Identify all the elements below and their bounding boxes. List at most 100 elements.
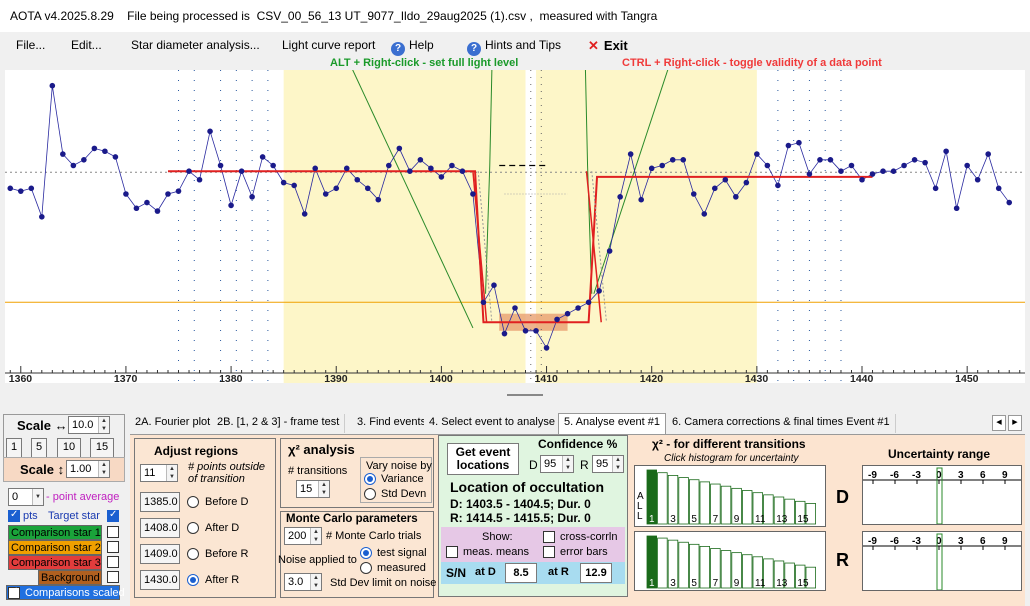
- tab-scroll-left-icon[interactable]: ◀: [992, 415, 1006, 431]
- hints-label: Hints and Tips: [485, 38, 562, 52]
- tab-camera-corrections[interactable]: 6. Camera corrections & final times Even…: [667, 414, 896, 433]
- data-point: [49, 82, 56, 89]
- data-point: [659, 162, 666, 169]
- uncertainty-r-plot[interactable]: -9 -6 -3 0 3 6 9: [862, 531, 1022, 591]
- after-d-value[interactable]: 1408.0: [140, 518, 180, 538]
- scale-button-10[interactable]: 10: [57, 438, 81, 458]
- scale-button-15[interactable]: 15: [90, 438, 114, 458]
- cross-corr-checkbox[interactable]: [543, 531, 555, 543]
- confidence-d-input[interactable]: 95 ▲ ▼: [540, 455, 574, 473]
- spin-arrows-icon[interactable]: ▲ ▼: [318, 481, 329, 497]
- std-dev-limit-label: Std Dev limit on noise: [330, 577, 437, 589]
- show-label: Show:: [482, 531, 513, 543]
- menu-hints[interactable]: ? Hints and Tips: [467, 38, 561, 56]
- point-average-select[interactable]: 0 ▼: [8, 488, 44, 506]
- side-l1: L: [637, 501, 643, 512]
- tab-analyse-event[interactable]: 5. Analyse event #1: [558, 413, 667, 434]
- chi-bar-label: 9: [734, 514, 740, 525]
- chi-histogram-r-svg[interactable]: 1 3 5 7 9 11 13 15: [635, 532, 825, 590]
- before-d-radio[interactable]: [187, 496, 199, 508]
- tab-scroll-right-icon[interactable]: ▶: [1008, 415, 1022, 431]
- comparison-star-1-checkbox[interactable]: [107, 526, 119, 538]
- scale-v-value: 1.00: [70, 463, 92, 475]
- data-point: [638, 196, 644, 203]
- std-devn-radio[interactable]: [364, 488, 376, 500]
- points-outside-label: # points outside of transition: [188, 461, 266, 485]
- data-point: [133, 205, 140, 212]
- menu-exit[interactable]: ✕ Exit: [588, 38, 628, 54]
- confidence-d-value: 95: [544, 458, 557, 470]
- measured-radio[interactable]: [360, 562, 372, 574]
- after-r-radio[interactable]: [187, 574, 199, 586]
- before-d-value[interactable]: 1385.0: [140, 492, 180, 512]
- uncertainty-tick-label: 9: [1002, 536, 1008, 547]
- plot-scrollbar[interactable]: [5, 386, 1025, 396]
- before-r-value[interactable]: 1409.0: [140, 544, 180, 564]
- tab-find-events[interactable]: 3. Find events: [352, 414, 433, 433]
- after-d-radio[interactable]: [187, 522, 199, 534]
- scale-v-label: Scale ↕: [20, 462, 65, 477]
- edge-band: [472, 171, 488, 323]
- spin-arrows-icon[interactable]: ▲ ▼: [612, 456, 623, 472]
- comparison-star-3-checkbox[interactable]: [107, 556, 119, 568]
- spin-arrows-icon[interactable]: ▲ ▼: [562, 456, 573, 472]
- scale-v-input[interactable]: 1.00 ▲ ▼: [66, 460, 110, 478]
- data-point: [764, 162, 771, 169]
- confidence-r-input[interactable]: 95 ▲ ▼: [592, 455, 624, 473]
- chevron-down-icon[interactable]: ▼: [32, 489, 43, 505]
- data-point: [743, 179, 750, 186]
- chi-bar: [773, 496, 785, 525]
- monte-carlo-trials-input[interactable]: 200 ▲ ▼: [284, 527, 322, 545]
- menu-star-diameter[interactable]: Star diameter analysis...: [131, 38, 260, 52]
- chi-histogram-d-svg[interactable]: 1 3 5 7 9 11 13 15: [635, 466, 825, 526]
- uncertainty-d-plot[interactable]: -9 -6 -3 0 3 6 9: [862, 465, 1022, 525]
- scroll-thumb[interactable]: [507, 394, 543, 396]
- transitions-input[interactable]: 15 ▲ ▼: [296, 480, 330, 498]
- chi-bar: [731, 552, 742, 589]
- scale-button-1[interactable]: 1: [6, 438, 22, 458]
- tab-fourier-plot[interactable]: 2A. Fourier plot: [130, 414, 217, 433]
- chi-bar: [678, 477, 689, 525]
- data-point: [922, 159, 928, 166]
- data-point: [322, 191, 329, 197]
- target-star-checkbox[interactable]: [107, 509, 119, 522]
- std-dev-limit-input[interactable]: 3.0 ▲ ▼: [284, 573, 322, 591]
- comparisons-scaled-checkbox[interactable]: [8, 586, 20, 599]
- menu-light-curve-report[interactable]: Light curve report: [282, 38, 376, 52]
- chi-histogram-d[interactable]: 1 3 5 7 9 11 13 15: [634, 465, 826, 527]
- spin-arrows-icon[interactable]: ▲ ▼: [98, 461, 109, 477]
- background-checkbox[interactable]: [107, 571, 119, 583]
- chi-bar-label: 9: [734, 578, 740, 589]
- chi-histogram-r[interactable]: 1 3 5 7 9 11 13 15: [634, 531, 826, 591]
- get-event-locations-button[interactable]: Get event locations: [447, 443, 519, 475]
- points-outside-input[interactable]: 11 ▲ ▼: [140, 464, 178, 482]
- light-curve-plot[interactable]: 1360 1370 1380 1390 1400 1410 1420 1430 1440 1450…: [5, 70, 1025, 383]
- light-curve-svg[interactable]: 1360 1370 1380 1390 1400 1410 1420 1430 1440 1450…: [5, 70, 1025, 383]
- menu-bar: File... Edit... Star diameter analysis..…: [0, 32, 1030, 58]
- error-bars-checkbox[interactable]: [543, 546, 555, 558]
- chi-bar: [720, 485, 732, 525]
- comparison-star-2-checkbox[interactable]: [107, 541, 119, 553]
- spin-arrows-icon[interactable]: ▲ ▼: [166, 465, 177, 481]
- scale-button-5[interactable]: 5: [31, 438, 47, 458]
- scale-h-input[interactable]: 10.0 ▲ ▼: [68, 416, 110, 434]
- meas-means-checkbox[interactable]: [446, 546, 458, 558]
- tab-bar: 2A. Fourier plot 2B. [1, 2 & 3] - frame …: [130, 413, 1025, 434]
- before-r-radio[interactable]: [187, 548, 199, 560]
- spin-arrows-icon[interactable]: ▲ ▼: [310, 528, 321, 544]
- uncertainty-d-svg[interactable]: -9 -6 -3 0 3 6 9: [863, 466, 1021, 525]
- tab-select-event[interactable]: 4. Select event to analyse: [424, 414, 561, 433]
- pts-checkbox[interactable]: [8, 509, 20, 522]
- spin-arrows-icon[interactable]: ▲ ▼: [310, 574, 321, 590]
- tab-frame-test[interactable]: 2B. [1, 2 & 3] - frame test: [212, 414, 346, 433]
- data-point: [806, 171, 813, 177]
- spin-arrows-icon[interactable]: ▲ ▼: [98, 417, 109, 433]
- menu-file[interactable]: File...: [16, 38, 46, 52]
- menu-help[interactable]: ? Help: [391, 38, 434, 56]
- uncertainty-r-svg[interactable]: -9 -6 -3 0 3 6 9: [863, 532, 1021, 591]
- menu-edit[interactable]: Edit...: [71, 38, 102, 52]
- after-r-value[interactable]: 1430.0: [140, 570, 180, 590]
- measured-label: measured: [377, 562, 426, 574]
- test-signal-radio[interactable]: [360, 547, 372, 559]
- variance-radio[interactable]: [364, 473, 376, 485]
